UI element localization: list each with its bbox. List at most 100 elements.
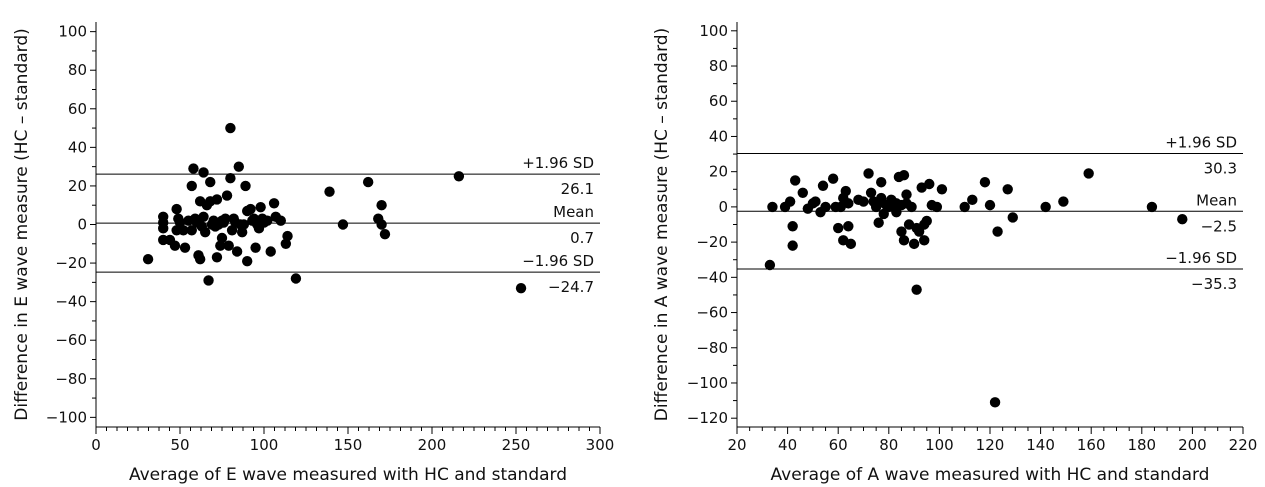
data-point bbox=[924, 178, 935, 190]
x-tick-label: 160 bbox=[1077, 436, 1106, 454]
y-tick-label: −20 bbox=[696, 233, 728, 251]
x-tick-label: 120 bbox=[976, 436, 1005, 454]
data-point bbox=[220, 213, 231, 224]
data-point bbox=[198, 211, 209, 222]
reference-line-value: −35.3 bbox=[1191, 275, 1237, 293]
data-point bbox=[231, 246, 243, 257]
data-point bbox=[984, 199, 996, 211]
y-tick-label: 100 bbox=[58, 23, 87, 41]
y-tick-label: −20 bbox=[55, 254, 87, 272]
a-wave-bland-altman-chart: −120 −100 −80 −60 −40 −20 0 20 40 60 80 100 20 40 60 80… bbox=[652, 22, 1257, 485]
y-axis-label: Difference in E wave measure (HC – stand… bbox=[12, 28, 32, 421]
data-point bbox=[223, 240, 234, 251]
data-point bbox=[225, 173, 236, 184]
data-point bbox=[275, 215, 286, 226]
y-tick-label: 20 bbox=[709, 163, 728, 181]
y-tick-label: 20 bbox=[68, 177, 87, 195]
data-point bbox=[221, 190, 233, 201]
data-point bbox=[1083, 168, 1094, 179]
data-point bbox=[843, 221, 854, 232]
data-point bbox=[911, 284, 922, 295]
data-point bbox=[789, 175, 801, 186]
data-point bbox=[764, 259, 776, 271]
data-point bbox=[901, 189, 912, 200]
data-point bbox=[337, 219, 349, 230]
x-tick-label: 60 bbox=[829, 436, 848, 454]
data-point bbox=[225, 122, 236, 134]
reference-line-value: −24.7 bbox=[548, 278, 594, 296]
data-point bbox=[1146, 201, 1158, 213]
data-point bbox=[1002, 184, 1013, 195]
y-tick-label: 80 bbox=[68, 61, 87, 79]
x-tick-label: 200 bbox=[418, 436, 447, 454]
reference-line-value: 0.7 bbox=[570, 229, 594, 247]
data-point bbox=[919, 235, 930, 246]
data-point bbox=[238, 219, 250, 230]
data-point bbox=[787, 221, 798, 232]
data-point bbox=[158, 223, 169, 234]
data-point bbox=[194, 254, 206, 265]
data-point bbox=[250, 242, 261, 253]
data-point bbox=[362, 176, 374, 188]
y-tick-label: −100 bbox=[46, 408, 87, 426]
y-tick-label: −80 bbox=[55, 370, 87, 388]
data-point bbox=[245, 203, 256, 215]
data-point bbox=[898, 235, 910, 246]
data-point bbox=[876, 177, 887, 188]
reference-line-value: 26.1 bbox=[561, 180, 594, 198]
x-tick-label: 50 bbox=[170, 436, 189, 454]
y-tick-label: 100 bbox=[699, 22, 728, 40]
y-tick-label: 40 bbox=[709, 127, 728, 145]
data-point bbox=[169, 240, 181, 251]
data-point bbox=[268, 198, 280, 209]
reference-line-label: +1.96 SD bbox=[1165, 134, 1237, 152]
data-point bbox=[797, 187, 808, 199]
y-tick-label: 0 bbox=[718, 198, 728, 216]
data-point bbox=[921, 215, 932, 227]
data-point bbox=[833, 222, 844, 234]
x-tick-label: 100 bbox=[925, 436, 954, 454]
data-point bbox=[186, 225, 197, 236]
data-point bbox=[843, 198, 854, 209]
data-point bbox=[376, 200, 387, 211]
data-point bbox=[767, 201, 778, 213]
data-point bbox=[216, 232, 228, 244]
y-tick-label: −100 bbox=[687, 374, 728, 392]
data-point bbox=[255, 201, 266, 213]
data-point bbox=[211, 252, 223, 263]
data-point bbox=[898, 169, 910, 181]
data-point bbox=[906, 201, 917, 213]
reference-line-label: Mean bbox=[1196, 191, 1237, 209]
e-wave-bland-altman-chart: −100 −80 −60 −40 −20 0 20 40 60 80 100 0 50 100 150 200… bbox=[12, 22, 614, 485]
data-point bbox=[989, 397, 1001, 408]
data-point bbox=[324, 186, 335, 197]
data-point bbox=[211, 194, 223, 205]
reference-line-value: −2.5 bbox=[1201, 217, 1237, 235]
data-point bbox=[290, 273, 302, 284]
data-point bbox=[453, 171, 465, 182]
y-tick-label: −80 bbox=[696, 339, 728, 357]
data-point bbox=[896, 226, 907, 237]
data-point bbox=[820, 201, 831, 213]
data-point bbox=[863, 168, 874, 179]
data-point bbox=[873, 217, 884, 228]
data-point bbox=[188, 163, 199, 174]
x-tick-label: 20 bbox=[727, 436, 746, 454]
data-point bbox=[967, 194, 978, 206]
data-point bbox=[265, 246, 276, 257]
x-tick-label: 250 bbox=[502, 436, 531, 454]
data-point bbox=[200, 227, 211, 238]
data-point bbox=[979, 177, 991, 188]
x-tick-label: 180 bbox=[1127, 436, 1156, 454]
data-point bbox=[282, 230, 293, 242]
y-tick-label: 40 bbox=[68, 138, 87, 156]
data-point bbox=[931, 201, 943, 213]
data-point bbox=[171, 203, 182, 215]
data-point bbox=[376, 219, 387, 230]
y-tick-label: −60 bbox=[55, 331, 87, 349]
data-point bbox=[515, 282, 527, 294]
reference-line-label: −1.96 SD bbox=[522, 252, 594, 270]
reference-line-value: 30.3 bbox=[1204, 160, 1237, 178]
data-point bbox=[1177, 214, 1188, 225]
data-point bbox=[203, 275, 214, 286]
